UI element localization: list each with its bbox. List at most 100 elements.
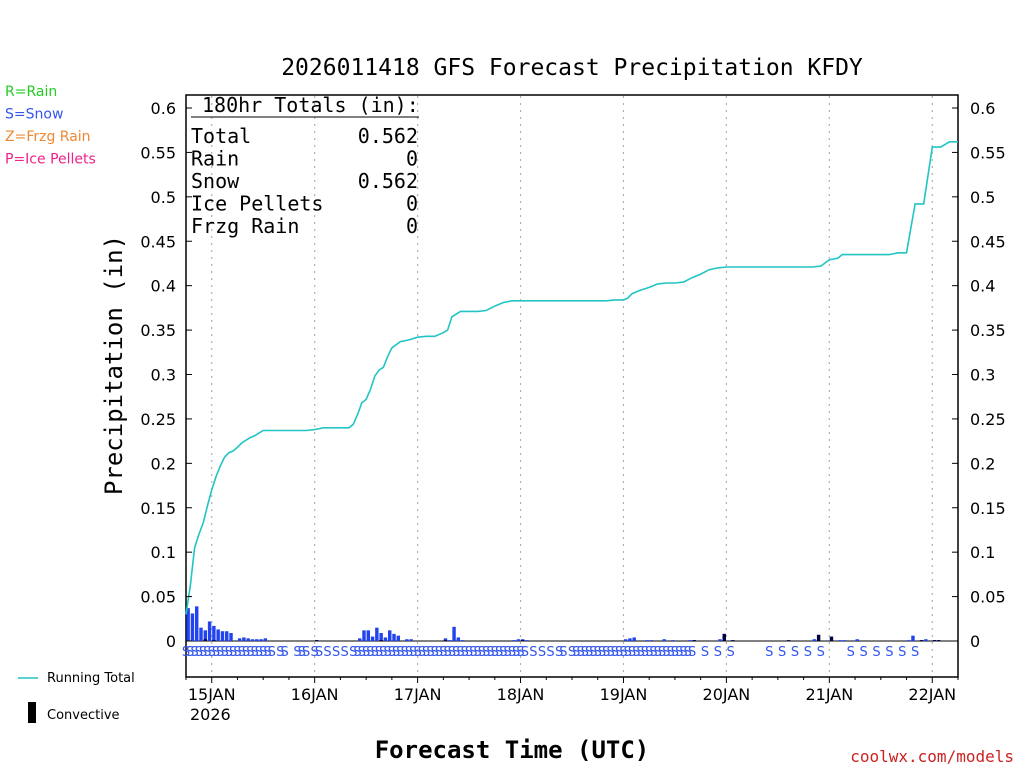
snow-marker: S xyxy=(727,645,735,660)
snow-marker: S xyxy=(311,645,319,660)
y-tick-label: 0 xyxy=(970,632,980,651)
snow-marker: S xyxy=(238,645,246,660)
plot-frame xyxy=(185,94,959,678)
precip-bar xyxy=(242,637,246,641)
totals-row-label: Rain xyxy=(191,147,239,171)
snow-marker: S xyxy=(439,645,447,660)
y-tick-label: 0.05 xyxy=(970,588,1006,607)
precip-bar xyxy=(396,635,401,641)
snow-marker: S xyxy=(654,645,662,660)
x-axis: 15JAN 16JAN 17JAN 18JAN 19JAN 20JAN 21JAN 22JAN xyxy=(185,677,959,704)
y-axis-left: 0 0.05 0.1 0.15 0.2 0.25 0.3 0.35 0.4 0.45 0.5 0.55… xyxy=(140,99,192,651)
snow-marker: S xyxy=(619,645,627,660)
precip-type-legend: R=Rain S=Snow Z=Frzg Rain P=Ice Pellets xyxy=(5,84,96,168)
snow-marker: S xyxy=(298,645,306,660)
snow-marker: S xyxy=(418,645,426,660)
precip-bar xyxy=(263,638,268,641)
snow-marker: S xyxy=(598,645,606,660)
precip-bar xyxy=(225,631,229,641)
precip-bar xyxy=(379,633,383,641)
precip-bar xyxy=(911,635,915,641)
convective-bar xyxy=(722,633,726,641)
y-tick-label: 0.3 xyxy=(970,366,995,385)
precip-bar xyxy=(370,636,375,641)
y-tick-label: 0.1 xyxy=(970,543,995,562)
snow-marker: S xyxy=(353,645,361,660)
y-tick-label: 0 xyxy=(166,632,176,651)
convective-bar xyxy=(731,640,735,641)
precip-bar xyxy=(212,625,216,641)
precip-bar xyxy=(216,629,220,641)
precip-bar xyxy=(924,639,928,641)
totals-row-label: Frzg Rain xyxy=(191,214,299,238)
totals-row-value: 0 xyxy=(406,147,418,171)
snow-marker: S xyxy=(302,645,310,660)
y-tick-label: 0.2 xyxy=(970,454,995,473)
snow-marker: S xyxy=(516,645,524,660)
snow-marker: S xyxy=(469,645,477,660)
snow-marker: S xyxy=(667,645,675,660)
snow-marker: S xyxy=(203,645,211,660)
precip-bar xyxy=(195,606,199,641)
snow-marker: S xyxy=(220,645,228,660)
snow-marker: S xyxy=(817,645,825,660)
snow-marker: S xyxy=(546,645,554,660)
totals-row-value: 0 xyxy=(406,214,418,238)
snow-marker: S xyxy=(538,645,546,660)
snow-marker: S xyxy=(675,645,683,660)
precip-bar xyxy=(662,639,666,641)
precip-bar xyxy=(190,613,195,641)
snow-marker: S xyxy=(323,645,331,660)
y-tick-label: 0.6 xyxy=(970,99,995,118)
precip-bar xyxy=(906,640,911,641)
y-tick-label: 0.25 xyxy=(140,410,176,429)
snow-marker: S xyxy=(268,645,276,660)
convective-bar xyxy=(932,640,937,641)
day-gridlines xyxy=(186,96,958,676)
precip-bars xyxy=(186,606,941,641)
snow-marker: S xyxy=(461,645,469,660)
snow-marker: S xyxy=(765,645,773,660)
precip-bar xyxy=(357,638,362,641)
series-legend: Running Total Convective xyxy=(18,671,135,723)
snow-marker: S xyxy=(521,645,529,660)
snow-marker: S xyxy=(242,645,250,660)
snow-marker: S xyxy=(482,645,490,660)
precip-bar xyxy=(246,638,250,641)
snow-marker: S xyxy=(229,645,237,660)
snow-marker: S xyxy=(872,645,880,660)
precip-bar xyxy=(207,621,212,641)
convective-bar xyxy=(212,640,216,641)
snow-marker: S xyxy=(504,645,512,660)
totals-row-label: Snow xyxy=(191,169,240,193)
convective-bar xyxy=(936,640,941,641)
snow-marker: S xyxy=(431,645,439,660)
type-legend-item: P=Ice Pellets xyxy=(5,152,96,168)
snow-marker: S xyxy=(628,645,636,660)
precip-bar xyxy=(842,640,847,641)
precip-bar xyxy=(255,639,259,641)
totals-row-label: Ice Pellets xyxy=(191,192,323,216)
snow-marker: S xyxy=(714,645,722,660)
precip-bar xyxy=(688,640,692,641)
convective-bar xyxy=(692,640,696,641)
precip-bar xyxy=(448,640,452,641)
snow-marker: S xyxy=(465,645,473,660)
precip-bar xyxy=(632,637,636,641)
snow-marker: S xyxy=(199,645,207,660)
snow-marker: S xyxy=(606,645,614,660)
snow-marker: S xyxy=(594,645,602,660)
precip-bar xyxy=(855,639,859,641)
snow-marker: S xyxy=(208,645,216,660)
precip-bar xyxy=(220,631,225,641)
year-label: 2026 xyxy=(190,705,231,724)
snow-marker: S xyxy=(684,645,692,660)
snow-marker: S xyxy=(649,645,657,660)
snow-marker: S xyxy=(259,645,267,660)
snow-marker: S xyxy=(885,645,893,660)
snow-marker: S xyxy=(401,645,409,660)
snow-marker: S xyxy=(456,645,464,660)
snow-marker: S xyxy=(495,645,503,660)
y-tick-label: 0.35 xyxy=(140,321,176,340)
snow-marker: S xyxy=(293,645,301,660)
